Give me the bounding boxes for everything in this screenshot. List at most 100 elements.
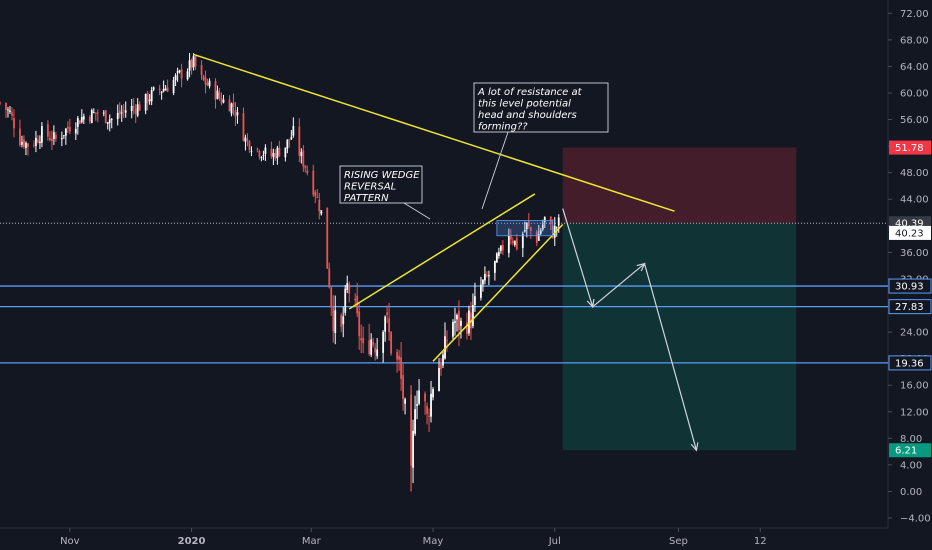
candle-body bbox=[344, 288, 347, 313]
candle-body bbox=[232, 102, 235, 108]
candle-body bbox=[214, 81, 217, 100]
price-tick-label: 0.00 bbox=[900, 487, 922, 498]
horizontal-levels bbox=[0, 222, 888, 364]
candle-body bbox=[432, 388, 434, 398]
candle-body bbox=[430, 393, 432, 417]
candle-body bbox=[164, 88, 167, 91]
candle-body bbox=[116, 112, 119, 120]
candle-body bbox=[348, 284, 351, 294]
wedge-upper-trendline bbox=[348, 193, 536, 310]
candle-body bbox=[52, 132, 55, 140]
callout-text: PATTERN bbox=[344, 193, 389, 204]
time-axis[interactable]: Nov 2020 Mar May Jul Sep 12 bbox=[60, 528, 767, 547]
candle-body bbox=[218, 92, 221, 98]
candle-body bbox=[50, 138, 53, 141]
candle-body bbox=[158, 88, 161, 91]
stop-price-badge: 51.78 bbox=[889, 140, 931, 155]
time-tick-label: 2020 bbox=[178, 536, 206, 547]
projection-arrowhead bbox=[690, 442, 699, 452]
time-tick-label: 12 bbox=[754, 536, 767, 547]
candle-body bbox=[208, 80, 211, 87]
candle-body bbox=[426, 405, 428, 414]
candle-body bbox=[270, 148, 273, 157]
candle-body bbox=[484, 274, 486, 281]
candle-body bbox=[372, 341, 375, 345]
candle-body bbox=[428, 415, 430, 417]
candle-body bbox=[444, 336, 446, 359]
candle-body bbox=[250, 150, 253, 152]
badge-label: 30.93 bbox=[895, 282, 924, 293]
candle-body bbox=[186, 71, 189, 80]
candle-body bbox=[248, 141, 251, 150]
candle-body bbox=[5, 103, 7, 110]
candle-body bbox=[82, 116, 85, 120]
candle-body bbox=[166, 87, 169, 92]
candle-body bbox=[162, 88, 165, 92]
price-tick-label: 64.00 bbox=[900, 62, 929, 73]
candle-body bbox=[258, 150, 261, 157]
badge-background bbox=[888, 299, 932, 315]
candle-body bbox=[290, 137, 293, 140]
callout-pointer bbox=[481, 131, 509, 210]
candle-body bbox=[228, 99, 231, 112]
candle-body bbox=[527, 221, 530, 226]
candle-body bbox=[539, 230, 542, 234]
candle-body bbox=[204, 77, 207, 85]
candle-body bbox=[60, 137, 63, 140]
candle-body bbox=[358, 311, 361, 337]
candle-body bbox=[262, 155, 265, 156]
candle-body bbox=[132, 106, 135, 108]
candle-body bbox=[108, 119, 111, 123]
candle-body bbox=[222, 99, 225, 103]
candle-body bbox=[90, 110, 93, 124]
candlestick-series bbox=[0, 52, 560, 492]
level-price-badge: 19.36 bbox=[888, 355, 932, 371]
candle-body bbox=[499, 245, 502, 251]
price-tick-label: 68.00 bbox=[900, 35, 929, 46]
candle-body bbox=[511, 240, 514, 243]
candle-body bbox=[188, 60, 191, 71]
badge-label: 51.78 bbox=[895, 143, 924, 154]
candle-body bbox=[7, 109, 9, 111]
projection-arrowhead bbox=[636, 262, 646, 272]
callout-text: RISING WEDGE bbox=[344, 170, 420, 181]
profit-target-zone bbox=[562, 223, 797, 451]
candle-body bbox=[144, 93, 147, 111]
candle-body bbox=[388, 318, 391, 332]
candle-body bbox=[284, 147, 287, 158]
candle-body bbox=[278, 147, 281, 157]
candle-body bbox=[493, 260, 496, 273]
candle-body bbox=[398, 355, 401, 360]
trendlines bbox=[193, 53, 699, 452]
time-tick-label: May bbox=[423, 536, 444, 547]
candle-body bbox=[260, 156, 263, 158]
candle-body bbox=[487, 275, 490, 277]
grid bbox=[0, 0, 889, 529]
candle-body bbox=[302, 150, 305, 167]
badge-label: 27.83 bbox=[895, 302, 924, 313]
candle-body bbox=[541, 224, 544, 230]
candle-body bbox=[480, 284, 482, 298]
candle-body bbox=[0, 102, 1, 104]
candle-body bbox=[396, 352, 399, 360]
candle-body bbox=[138, 104, 141, 111]
candle-body bbox=[272, 152, 275, 157]
candle-body bbox=[48, 137, 51, 141]
candle-body bbox=[242, 113, 245, 141]
candle-body bbox=[382, 331, 385, 353]
candle-body bbox=[523, 230, 526, 232]
callout-text: this level potential bbox=[478, 99, 571, 110]
candle-body bbox=[80, 117, 83, 123]
candle-body bbox=[300, 151, 303, 157]
candle-body bbox=[412, 430, 414, 468]
candle-body bbox=[438, 367, 440, 392]
candle-body bbox=[555, 227, 558, 229]
badge-background bbox=[889, 140, 931, 155]
price-tick-label: 36.00 bbox=[900, 248, 929, 259]
candle-body bbox=[23, 139, 25, 147]
candle-body bbox=[386, 312, 389, 315]
candle-body bbox=[146, 93, 149, 104]
